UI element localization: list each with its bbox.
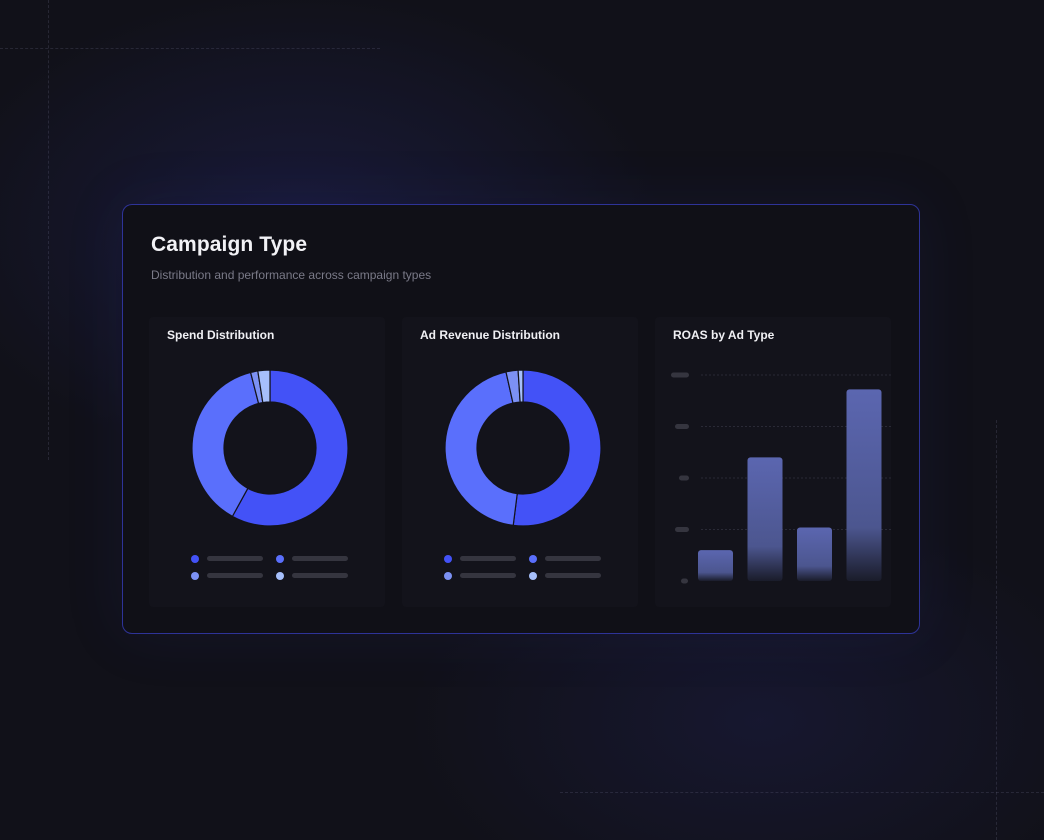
roas-bar (747, 457, 783, 581)
legend-item (529, 554, 614, 563)
legend-label-placeholder (207, 573, 263, 578)
campaign-type-card: Campaign Type Distribution and performan… (122, 204, 920, 634)
legend-label-placeholder (460, 573, 516, 578)
y-tick-placeholder (679, 475, 689, 481)
legend-item (276, 571, 361, 580)
donut-slice (512, 369, 602, 527)
roas-by-ad-type-chart (671, 372, 891, 584)
guide-line-left (48, 0, 49, 460)
donut-slice (517, 369, 524, 403)
spend-distribution-legend (191, 554, 361, 580)
legend-label-placeholder (460, 556, 516, 561)
legend-dot (191, 554, 199, 563)
legend-label-placeholder (207, 556, 263, 561)
legend-dot (276, 571, 284, 580)
y-tick-placeholder (671, 372, 689, 378)
donut-slice (191, 371, 260, 518)
legend-item (276, 554, 361, 563)
y-tick-placeholder (675, 527, 689, 532)
ad-revenue-distribution-legend (444, 554, 614, 580)
card-subtitle: Distribution and performance across camp… (151, 268, 432, 282)
ad-revenue-distribution-title: Ad Revenue Distribution (420, 328, 561, 342)
spend-distribution-panel: Spend Distribution (149, 317, 385, 607)
y-tick-placeholder (675, 424, 689, 429)
legend-dot (529, 571, 537, 580)
legend-item (444, 554, 529, 563)
ad-revenue-distribution-chart (444, 369, 602, 527)
y-tick-placeholder (681, 578, 688, 584)
legend-dot (191, 571, 199, 580)
legend-dot (529, 554, 537, 563)
legend-dot (444, 554, 452, 563)
spend-distribution-chart (191, 369, 349, 527)
legend-dot (444, 571, 452, 580)
legend-label-placeholder (545, 556, 601, 561)
roas-by-ad-type-panel: ROAS by Ad Type (655, 317, 891, 607)
legend-label-placeholder (292, 556, 348, 561)
roas-bar (846, 389, 882, 581)
guide-line-bottom (560, 792, 1044, 793)
spend-distribution-title: Spend Distribution (167, 328, 275, 342)
card-title: Campaign Type (151, 233, 308, 256)
legend-label-placeholder (545, 573, 601, 578)
donut-slice (231, 369, 349, 527)
guide-line-right (996, 420, 997, 840)
guide-line-top (0, 48, 380, 49)
roas-bar (698, 550, 733, 581)
legend-item (529, 571, 614, 580)
donut-slice (257, 369, 271, 404)
legend-item (191, 554, 276, 563)
legend-dot (276, 554, 284, 563)
legend-item (444, 571, 529, 580)
legend-label-placeholder (292, 573, 348, 578)
donut-slice (444, 371, 518, 527)
roas-by-ad-type-title: ROAS by Ad Type (673, 328, 775, 342)
legend-item (191, 571, 276, 580)
ad-revenue-distribution-panel: Ad Revenue Distribution (402, 317, 638, 607)
roas-bar (797, 527, 832, 581)
